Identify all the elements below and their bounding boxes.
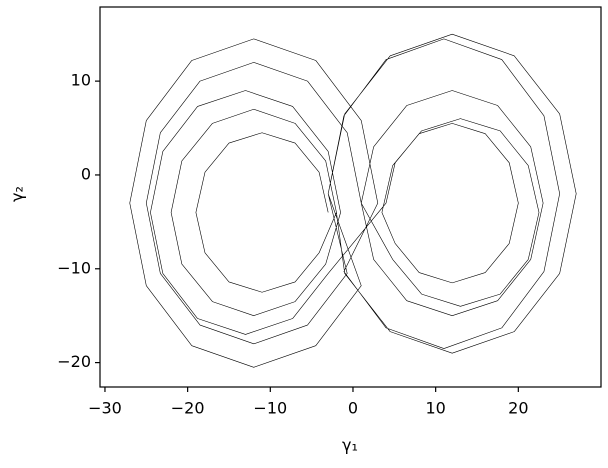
x-tick-label: 0 — [348, 399, 358, 418]
x-tick-label: −10 — [253, 399, 287, 418]
y-tick-label: −10 — [57, 258, 91, 277]
x-axis-label: γ₁ — [342, 436, 358, 455]
x-tick-label: −30 — [88, 399, 122, 418]
y-tick-label: 0 — [81, 164, 91, 183]
y-tick-label: −20 — [57, 352, 91, 371]
x-tick-label: 20 — [508, 399, 528, 418]
x-tick-label: −20 — [171, 399, 205, 418]
y-tick-label: 10 — [71, 71, 91, 90]
trajectory-line — [129, 33, 577, 368]
plot-frame — [99, 6, 602, 388]
x-tick-label: 10 — [425, 399, 445, 418]
y-axis-label: γ₂ — [8, 186, 27, 202]
